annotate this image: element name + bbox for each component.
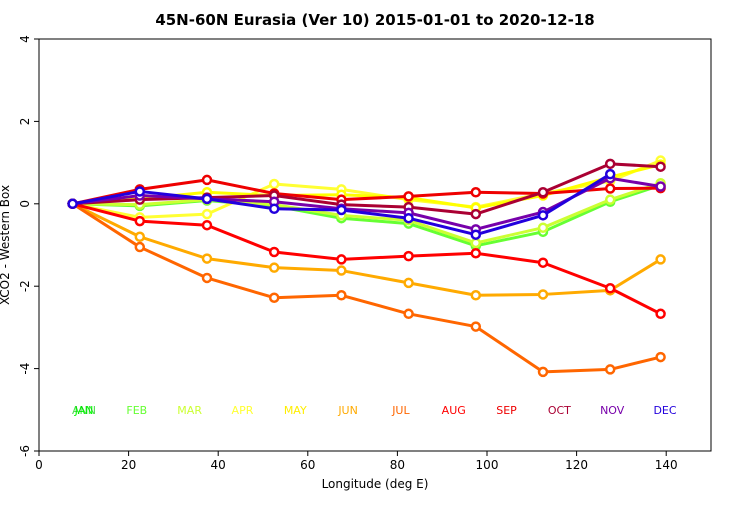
data-point [604, 364, 616, 375]
data-point [537, 366, 549, 378]
data-point [604, 283, 616, 294]
data-point [604, 168, 616, 180]
month-label-may: MAY [284, 404, 307, 417]
data-point [470, 208, 482, 220]
y-tick-label: -2 [18, 280, 32, 292]
data-point [201, 272, 213, 284]
series-line-sep [72, 178, 661, 206]
data-point [336, 265, 347, 276]
axes: 0 20 40 60 80 100 120 140 -6 -4 -2 0 2 4 [18, 35, 712, 472]
data-point [604, 158, 616, 170]
month-label-feb: FEB [126, 404, 147, 417]
data-point [537, 257, 549, 268]
month-label-dec: DEC [653, 404, 676, 417]
x-tick-label: 80 [390, 458, 405, 472]
data-point [134, 231, 146, 243]
x-tick-label: 120 [565, 458, 588, 472]
month-label-jun: JUN [337, 404, 358, 417]
x-tick-label: 20 [121, 458, 136, 472]
series-lines [67, 155, 666, 378]
month-label-jan: JAN [74, 404, 94, 417]
data-point [470, 229, 482, 240]
data-point [134, 186, 146, 197]
data-point [655, 254, 666, 265]
data-point [268, 203, 280, 214]
data-point [268, 292, 280, 303]
data-point [537, 222, 549, 233]
data-point [655, 308, 666, 320]
data-point [537, 289, 549, 300]
data-point [201, 253, 213, 264]
chart-title: 45N-60N Eurasia (Ver 10) 2015-01-01 to 2… [155, 11, 594, 29]
x-axis-label: Longitude (deg E) [322, 477, 429, 491]
data-point [134, 215, 146, 227]
data-point [268, 178, 280, 190]
y-tick-label: 2 [18, 118, 32, 126]
y-axis-label: XCO2 - Western Box [0, 185, 12, 305]
data-point [403, 277, 414, 289]
data-point [655, 181, 666, 192]
series-line-mar [72, 181, 662, 245]
data-point [470, 247, 482, 259]
month-label-mar: MAR [177, 404, 202, 417]
data-point [470, 321, 482, 332]
y-tick-label: 0 [18, 200, 32, 208]
data-point [403, 212, 414, 224]
data-point [604, 194, 616, 205]
data-point [201, 208, 213, 220]
series-line-aug [72, 202, 662, 316]
data-point [470, 237, 482, 249]
month-label-aug: AUG [442, 404, 466, 417]
data-point [268, 246, 280, 258]
month-label-apr: APR [232, 404, 254, 417]
month-label-jul: JUL [391, 404, 410, 417]
data-point [403, 191, 414, 202]
data-point [537, 210, 549, 221]
data-point [403, 250, 414, 262]
data-point [201, 219, 213, 231]
x-tick-label: 40 [211, 458, 226, 472]
x-tick-label: 0 [35, 458, 43, 472]
x-tick-label: 140 [655, 458, 678, 472]
series-dec [67, 168, 616, 240]
data-point [201, 193, 213, 205]
data-point [67, 198, 78, 210]
x-tick-label: 100 [476, 458, 499, 472]
data-point [470, 290, 482, 301]
data-point [537, 187, 549, 198]
data-point [134, 241, 146, 253]
data-point [655, 161, 666, 172]
series-jul [67, 198, 666, 378]
data-point [201, 174, 213, 186]
month-label-sep: SEP [496, 404, 517, 417]
plot-frame [38, 38, 712, 452]
data-point [336, 204, 347, 216]
x-tick-label: 60 [300, 458, 315, 472]
data-point [604, 183, 616, 194]
series-jun [67, 198, 666, 301]
month-label-ann: ANN [72, 404, 96, 417]
y-tick-label: 4 [18, 35, 32, 43]
month-labels: JAN FEB MAR APR MAY JUN JUL AUG SEP OCT NOV DEC ANN [72, 404, 677, 417]
data-point [336, 254, 347, 265]
data-point [268, 262, 280, 273]
series-line-jul [71, 202, 661, 374]
month-label-nov: NOV [600, 404, 625, 417]
data-point [655, 351, 666, 363]
data-point [336, 290, 347, 301]
y-tick-label: -4 [18, 363, 32, 375]
series-aug [67, 198, 666, 320]
month-label-oct: OCT [548, 404, 571, 417]
series-line-jun [71, 202, 662, 297]
y-tick-label: -6 [18, 445, 32, 457]
data-point [470, 187, 482, 198]
data-point [403, 308, 414, 320]
